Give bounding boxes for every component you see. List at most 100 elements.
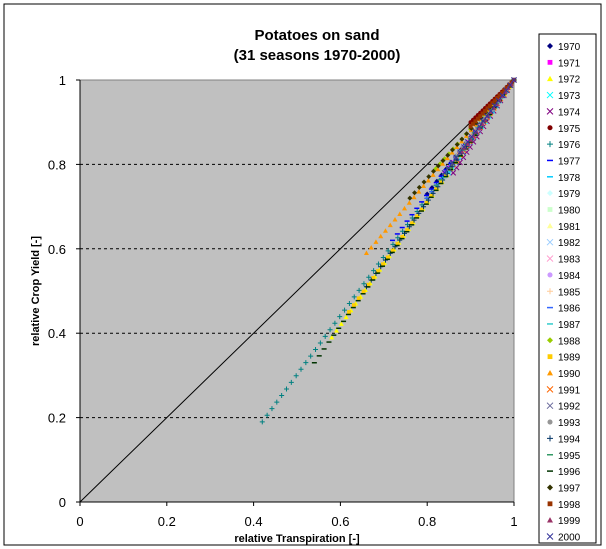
- legend-item: 1983: [546, 255, 581, 266]
- data-point: [425, 177, 431, 183]
- data-point: [351, 294, 357, 300]
- legend-item: 1987: [547, 320, 581, 331]
- data-point: [347, 310, 352, 315]
- chart-title: Potatoes on sand: [254, 27, 379, 44]
- legend-label: 1994: [558, 434, 581, 445]
- data-point: [327, 327, 333, 333]
- legend-item: 1992: [546, 402, 581, 413]
- data-point: [397, 211, 403, 216]
- data-point: [406, 200, 412, 205]
- legend-marker: [546, 402, 554, 410]
- data-point: [308, 353, 314, 359]
- data-point: [371, 268, 377, 274]
- y-tick-label: 1: [59, 73, 66, 88]
- y-tick-label: 0.4: [48, 326, 66, 341]
- data-point: [366, 282, 371, 287]
- legend-label: 1972: [558, 75, 581, 86]
- legend-label: 1995: [558, 451, 581, 462]
- data-point: [445, 164, 452, 171]
- data-point: [499, 92, 506, 99]
- data-point: [293, 373, 299, 379]
- data-points: [259, 77, 517, 425]
- series-2000: [441, 77, 517, 176]
- data-point: [373, 239, 379, 244]
- data-point: [425, 197, 431, 203]
- legend-item: 1985: [547, 287, 581, 298]
- x-tick-label: 1: [510, 514, 517, 529]
- legend-label: 1982: [558, 238, 581, 249]
- data-point: [429, 194, 434, 199]
- data-point: [473, 129, 479, 134]
- legend-label: 1996: [558, 467, 581, 478]
- data-point: [480, 111, 485, 116]
- legend-marker: [547, 354, 553, 360]
- legend-marker: [547, 272, 553, 278]
- data-point: [421, 204, 427, 210]
- data-point: [450, 169, 457, 176]
- chart-subtitle: (31 seasons 1970-2000): [234, 47, 401, 64]
- legend-marker: [546, 108, 554, 115]
- legend-marker: [547, 190, 553, 197]
- x-tick-label: 0.6: [331, 514, 349, 529]
- data-point: [511, 77, 517, 83]
- legend-item: 1986: [547, 304, 581, 315]
- x-tick-label: 0.2: [158, 514, 176, 529]
- data-point: [495, 97, 502, 104]
- data-point: [449, 147, 455, 153]
- data-point: [385, 255, 390, 260]
- x-tick-label: 0.4: [245, 514, 263, 529]
- data-point: [334, 328, 340, 333]
- data-point: [322, 333, 328, 339]
- y-tick-label: 0: [59, 495, 66, 510]
- data-point: [368, 244, 374, 250]
- legend-label: 1989: [558, 353, 581, 364]
- legend-item: 1972: [547, 75, 581, 86]
- data-point: [385, 248, 391, 254]
- legend-label: 1999: [558, 516, 581, 527]
- legend-label: 1975: [558, 124, 581, 135]
- x-tick-label: 0.8: [418, 514, 436, 529]
- data-point: [464, 139, 471, 145]
- legend-item: 1976: [547, 140, 581, 151]
- data-point: [497, 93, 502, 98]
- data-point: [492, 98, 497, 103]
- x-axis-label: relative Transpiration [-]: [234, 533, 360, 545]
- x-tick-label: 0: [76, 514, 83, 529]
- data-point: [416, 210, 422, 216]
- legend-marker: [546, 255, 554, 262]
- legend: [538, 33, 597, 544]
- data-point: [440, 161, 446, 166]
- data-point: [449, 150, 455, 155]
- legend-item: 1994: [547, 434, 581, 445]
- data-point: [264, 412, 270, 418]
- data-point: [382, 257, 388, 263]
- data-point: [430, 190, 436, 196]
- legend-label: 1983: [558, 255, 581, 266]
- data-point: [356, 296, 361, 301]
- data-point: [483, 108, 488, 113]
- data-point: [351, 303, 356, 308]
- legend-marker: [547, 517, 553, 523]
- legend-item: 1988: [547, 336, 581, 347]
- data-point: [435, 163, 441, 169]
- legend-item: 1999: [547, 516, 581, 527]
- data-point: [499, 90, 504, 95]
- data-point: [274, 399, 280, 405]
- data-point: [338, 321, 344, 326]
- legend-marker: [547, 435, 553, 442]
- series-1996: [311, 79, 517, 364]
- y-tick-labels: 0 0.2 0.4 0.6 0.8 1: [48, 73, 66, 510]
- data-point: [407, 195, 413, 201]
- data-point: [381, 262, 386, 267]
- data-point: [298, 366, 304, 372]
- legend-item: 1974: [546, 107, 581, 118]
- data-point: [288, 379, 294, 385]
- legend-items: 1970 1971 1972 1973 1974 1975 1976 1977 1978 1979…: [546, 42, 581, 544]
- data-point: [400, 235, 405, 240]
- legend-item: 1984: [547, 271, 581, 282]
- data-point: [430, 172, 436, 177]
- legend-item: 1982: [546, 238, 581, 249]
- legend-label: 1970: [558, 42, 581, 53]
- data-point: [346, 300, 352, 306]
- data-point: [472, 128, 479, 135]
